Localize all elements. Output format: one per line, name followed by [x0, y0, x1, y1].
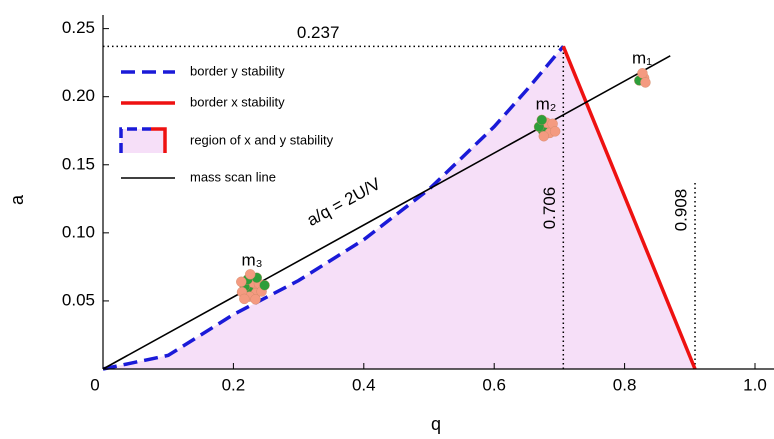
reference-label: 0.237	[297, 23, 340, 42]
scan-line-label: a/q = 2U/V	[304, 174, 384, 230]
ion-atom	[245, 269, 255, 279]
y-tick-label: 0.10	[62, 222, 95, 241]
ion-atom	[236, 277, 246, 287]
ion-label: m₁	[632, 48, 652, 67]
y-tick-label: 0.25	[62, 18, 95, 37]
page: q a 0.237 0.706 0.908 a/q = 2U/V 0 0.2 0.4 0.6 0…	[0, 0, 774, 439]
ion-atom	[251, 294, 261, 304]
ion-atom	[637, 68, 647, 78]
y-axis-label: a	[7, 194, 27, 205]
legend-label: region of x and y stability	[190, 132, 334, 147]
x-tick-label: 1.0	[743, 375, 767, 394]
reference-label: 0.706	[540, 187, 559, 230]
y-tick-label: 0.15	[62, 154, 95, 173]
ion-atom	[260, 280, 270, 290]
ion-atom	[550, 126, 560, 136]
reference-label: 0.908	[672, 189, 691, 232]
y-tick-label: 0.20	[62, 86, 95, 105]
x-tick-label: 0.8	[613, 375, 637, 394]
ion-atom	[539, 131, 549, 141]
x-tick-label: 0	[90, 375, 99, 394]
ion-label: m₃	[241, 250, 262, 269]
legend-label: mass scan line	[190, 169, 276, 184]
x-tick-label: 0.4	[352, 375, 376, 394]
x-axis-label: q	[431, 414, 441, 434]
legend-label: border x stability	[190, 94, 285, 109]
legend-swatch	[121, 129, 165, 153]
ion-cluster	[634, 68, 650, 87]
ion-atom	[537, 115, 547, 125]
ion-label: m₂	[536, 94, 557, 113]
x-tick-label: 0.6	[482, 375, 506, 394]
ion-atom	[640, 77, 650, 87]
y-tick-label: 0.05	[62, 290, 95, 309]
x-tick-label: 0.2	[222, 375, 246, 394]
chart: q a 0.237 0.706 0.908 a/q = 2U/V 0 0.2 0.4 0.6 0…	[0, 0, 774, 439]
legend-label: border y stability	[190, 63, 285, 78]
ion-atom	[239, 294, 249, 304]
